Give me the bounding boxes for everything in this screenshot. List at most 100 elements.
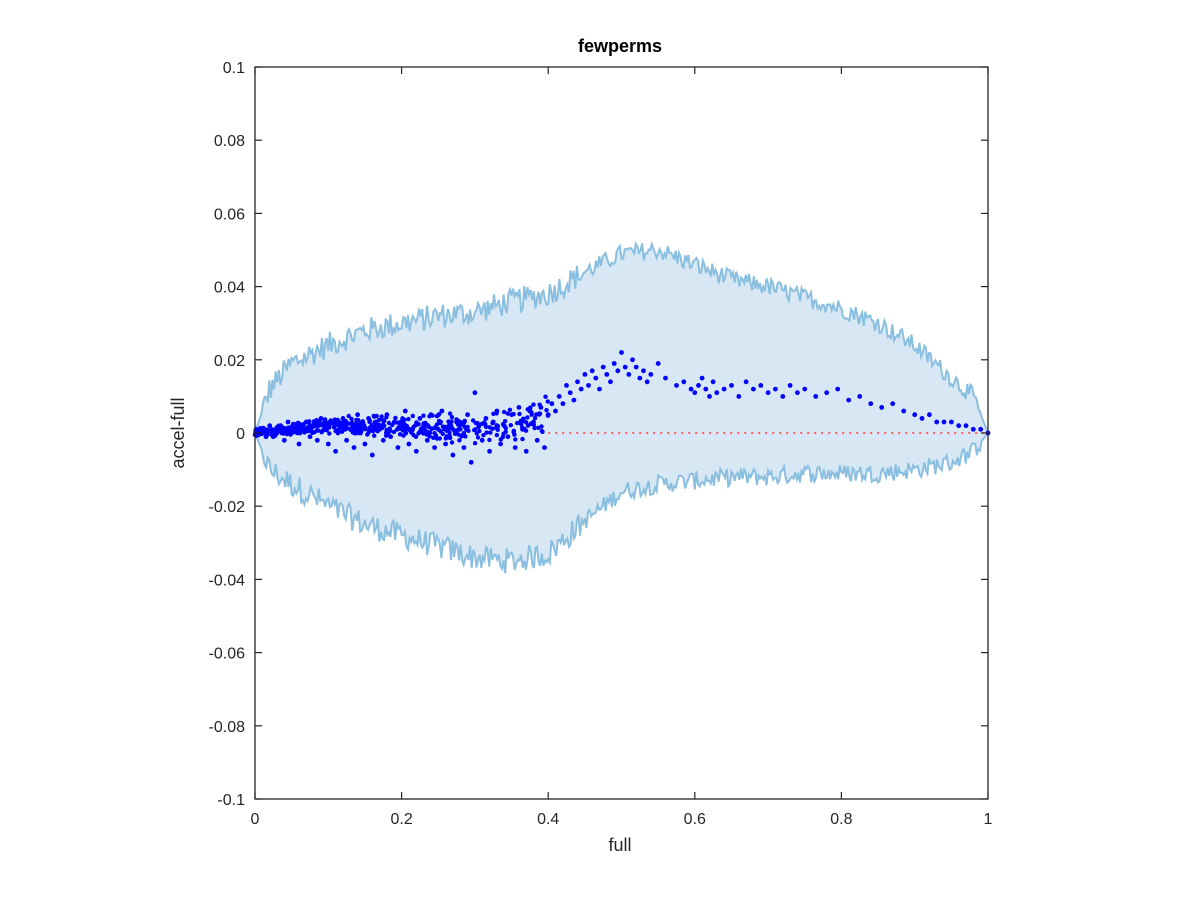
data-point <box>447 411 453 416</box>
data-point <box>641 368 646 374</box>
data-point <box>476 424 481 430</box>
x-tick-label: 0.4 <box>537 811 559 828</box>
confidence-band-lower-edge <box>254 432 989 574</box>
data-point <box>721 386 727 392</box>
data-point <box>306 425 311 430</box>
data-point <box>487 437 492 443</box>
data-point <box>511 411 516 417</box>
data-point <box>491 411 496 416</box>
data-point <box>322 417 328 422</box>
data-point <box>472 441 478 446</box>
data-point <box>450 426 455 432</box>
data-point <box>479 437 485 443</box>
data-point <box>586 383 591 388</box>
y-tick-label: 0.06 <box>214 206 245 223</box>
data-point <box>333 418 338 423</box>
data-point <box>490 421 495 426</box>
data-point <box>410 413 415 419</box>
data-point <box>285 419 291 425</box>
data-point <box>857 394 863 399</box>
data-point <box>517 411 522 417</box>
data-point <box>543 394 548 399</box>
y-tick-label: -0.08 <box>209 719 246 736</box>
data-point <box>367 418 372 423</box>
data-point <box>429 426 435 431</box>
y-tick-label: 0.04 <box>214 280 245 297</box>
data-point <box>707 394 712 399</box>
data-point <box>508 423 513 428</box>
data-point <box>448 423 453 428</box>
x-tick-label: 0.6 <box>684 811 706 828</box>
data-point <box>440 431 445 437</box>
data-point <box>431 435 436 440</box>
data-point <box>285 425 291 430</box>
data-point <box>912 412 918 418</box>
data-point <box>512 445 518 450</box>
data-point <box>263 427 268 432</box>
data-point <box>545 399 550 404</box>
data-point <box>376 422 382 427</box>
data-point <box>879 405 885 410</box>
data-point <box>340 416 346 421</box>
confidence-band <box>255 243 988 574</box>
data-point <box>500 422 506 427</box>
data-point <box>487 425 492 430</box>
data-point <box>402 423 407 429</box>
data-point <box>379 417 384 422</box>
data-point <box>531 402 536 407</box>
data-point <box>575 379 580 385</box>
data-point <box>447 434 452 439</box>
data-point <box>512 432 517 437</box>
data-point <box>447 430 452 435</box>
data-point <box>446 426 451 432</box>
data-point <box>542 445 547 450</box>
data-point <box>388 428 393 434</box>
data-point <box>582 372 588 377</box>
data-point <box>729 383 734 388</box>
data-point <box>424 437 430 443</box>
data-point <box>414 420 419 425</box>
data-point <box>710 379 716 385</box>
data-point <box>773 386 778 392</box>
data-point <box>325 422 330 428</box>
data-point <box>465 412 470 418</box>
data-point <box>481 433 486 438</box>
data-point <box>344 437 349 443</box>
y-tick-label: 0.02 <box>214 353 245 370</box>
data-point <box>824 390 830 396</box>
data-point <box>367 425 373 430</box>
data-point <box>633 364 639 370</box>
data-point <box>941 419 947 425</box>
data-point <box>291 427 296 433</box>
data-point <box>449 415 455 420</box>
data-point <box>355 412 360 418</box>
data-point <box>314 437 320 443</box>
data-point <box>525 415 530 420</box>
data-point <box>443 441 448 447</box>
data-point <box>515 420 520 426</box>
data-point <box>281 427 286 432</box>
data-point <box>475 435 481 440</box>
chart-title: fewperms <box>578 36 662 56</box>
data-point <box>483 421 488 427</box>
data-point <box>394 427 400 432</box>
data-point <box>758 383 764 388</box>
data-point <box>365 432 370 437</box>
data-point <box>520 436 525 442</box>
data-point <box>267 423 273 429</box>
data-point <box>312 429 317 435</box>
data-point <box>395 445 401 450</box>
y-tick-label: 0 <box>236 426 245 443</box>
data-point <box>346 413 351 419</box>
data-point <box>495 427 500 432</box>
data-point <box>534 437 540 443</box>
data-point <box>425 423 431 428</box>
data-point <box>439 408 445 414</box>
data-point <box>473 427 478 432</box>
data-point <box>363 425 368 430</box>
data-point <box>327 431 332 436</box>
data-point <box>331 425 337 430</box>
data-point <box>540 429 545 434</box>
plot-area <box>252 240 991 574</box>
data-point <box>597 386 602 392</box>
